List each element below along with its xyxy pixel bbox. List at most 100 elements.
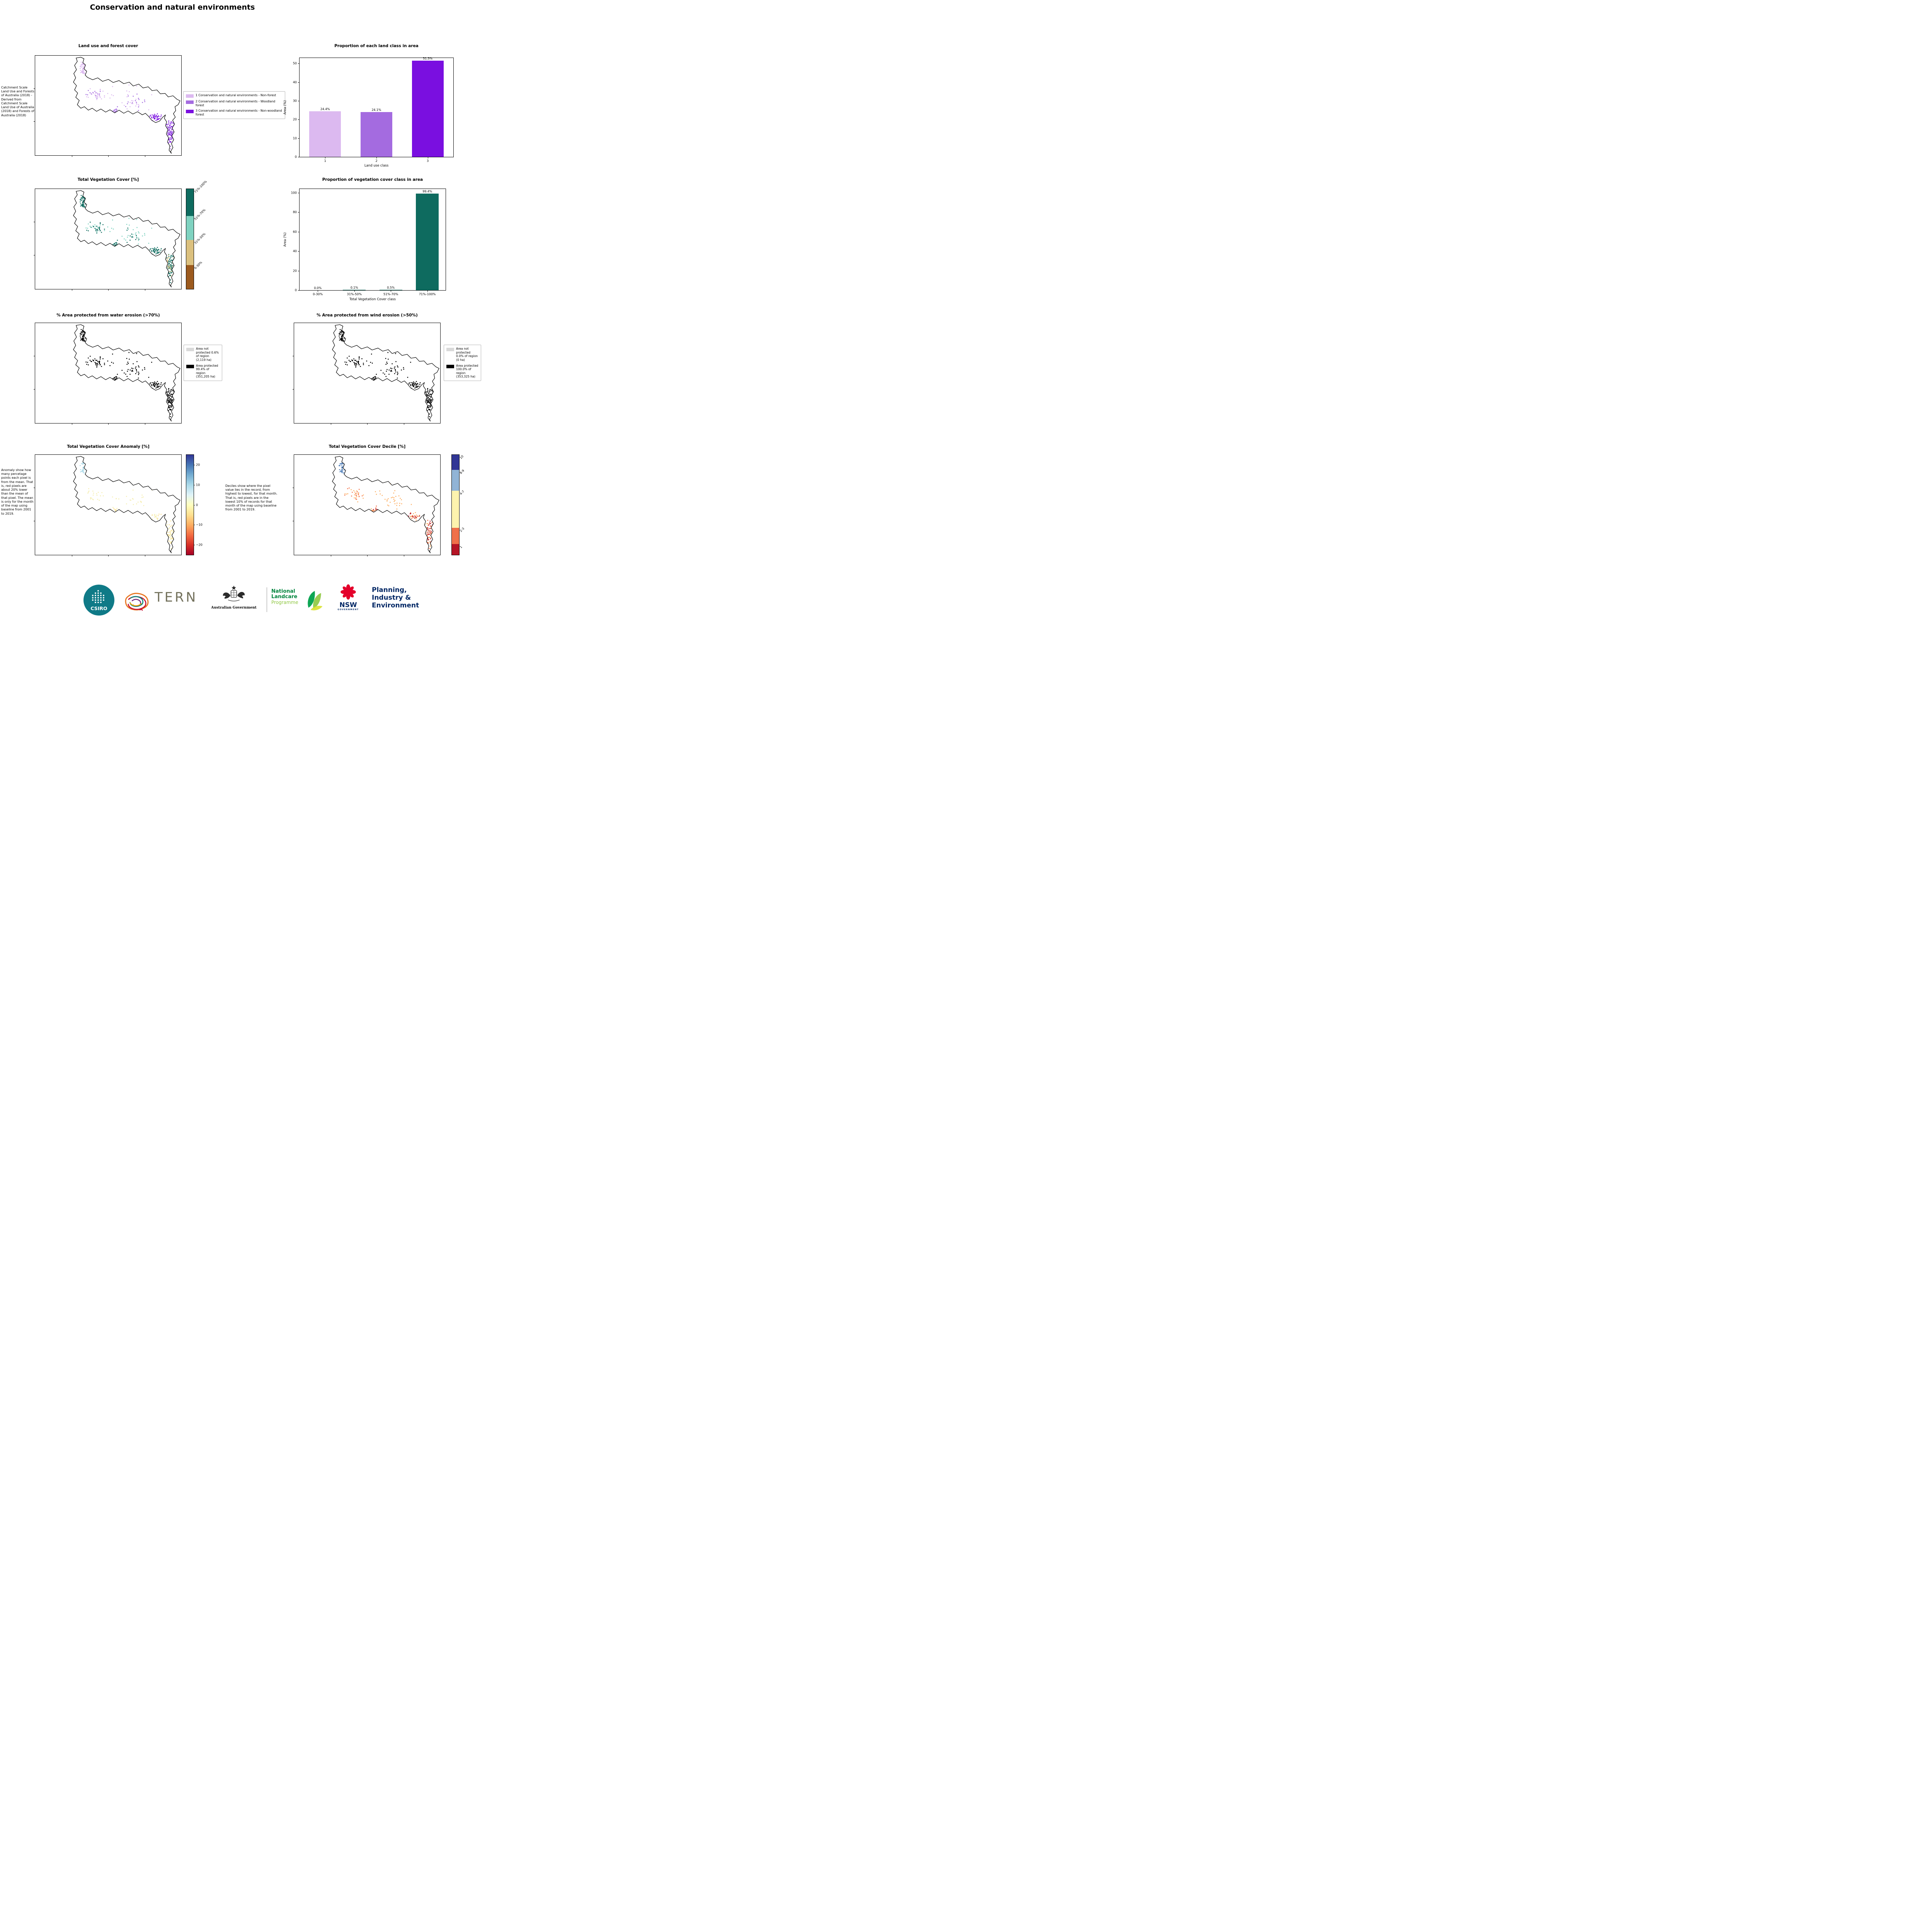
map-axis-tick (367, 423, 368, 425)
map-axis-tick (367, 555, 368, 556)
veg-class-xlabel: Total Vegetation Cover class (349, 298, 396, 301)
land-use-map-title: Land use and forest cover (78, 44, 138, 48)
bar-value-label: 24.4% (320, 107, 330, 111)
bar (309, 111, 341, 157)
land-use-map-svg (73, 57, 180, 154)
colorbar-label: 71%-100% (193, 180, 208, 194)
land-class-xlabel: Land use class (364, 164, 389, 168)
y-tick-label: 0 (294, 288, 297, 292)
legend-swatch (446, 348, 454, 351)
colorbar-segment (452, 491, 459, 528)
colorbar-tick-label: 20 (196, 463, 200, 467)
y-tick-label: 40 (293, 249, 297, 253)
anomaly-map-title: Total Vegetation Cover Anomaly [%] (67, 444, 150, 449)
wind-erosion-map (293, 323, 441, 425)
wind-erosion-legend: Area not protected 0.0% of region (0 ha)… (444, 345, 481, 381)
water-erosion-map (34, 323, 182, 425)
legend-swatch (186, 364, 194, 368)
legend-swatch (186, 110, 194, 114)
anomaly-map-svg (73, 456, 180, 553)
australian-government-label: Australian Government (211, 606, 257, 610)
legend-label: Area protected 99.4% of region (351,205 … (196, 364, 218, 379)
legend-swatch (186, 94, 194, 98)
veg-cover-map-svg (73, 190, 180, 287)
land-use-map (34, 55, 182, 157)
planning-line3: Environment (372, 601, 419, 609)
colorbar-segment (186, 265, 194, 289)
colorbar-segment (452, 469, 459, 491)
legend-entry: Area protected 100.0% of region (353,325… (446, 364, 478, 379)
legend-entry: Area not protected 0.6% of region (2,119… (186, 347, 220, 362)
coat-of-arms-icon (223, 585, 245, 602)
y-tick-label: 10 (293, 136, 297, 140)
landcare-line3: Programme (271, 599, 298, 605)
colorbar-segment (186, 216, 194, 240)
x-tick-label: 0-30% (313, 293, 323, 296)
bar-value-label: 51.5% (423, 57, 433, 61)
legend-entry: Area protected 99.4% of region (351,205 … (186, 364, 220, 379)
colorbar-label: 2-3 (459, 527, 465, 533)
decile-caption: Deciles show where the pixel value lies … (225, 484, 277, 512)
x-tick-mark (376, 157, 377, 158)
colorbar-tick-label: 0 (196, 503, 198, 507)
csiro-logo: CSIRO (83, 585, 114, 616)
water-erosion-title: % Area protected from water erosion (>70… (56, 313, 160, 318)
y-tick-label: 40 (293, 80, 297, 84)
australian-government-logo: Australian Government (211, 584, 257, 610)
decile-map (293, 454, 441, 556)
x-tick-label: 3 (427, 159, 429, 163)
x-tick-mark (354, 290, 355, 292)
planning-line2: Industry & (372, 594, 411, 602)
legend-label: Area not protected 0.0% of region (0 ha) (456, 347, 478, 362)
legend-swatch (446, 364, 454, 368)
tern-australia-scribble (125, 593, 149, 611)
colorbar-segment (186, 189, 194, 216)
colorbar-segment (452, 455, 459, 470)
landcare-leaves-icon (308, 591, 323, 611)
legend-entry: 3 Conservation and natural environments … (186, 109, 283, 116)
veg-class-ylabel: Area (%) (283, 232, 287, 247)
decile-colorbar: 10 8-9 4-7 2-3 1 (451, 454, 465, 555)
colorbar-tick-label: 10 (196, 483, 200, 487)
water-erosion-legend: Area not protected 0.6% of region (2,119… (184, 345, 222, 381)
planning-industry-environment-logo-text: Planning, Industry & Environment (372, 586, 419, 610)
report-page: Conservation and natural environments La… (0, 0, 482, 617)
nsw-label: NSW (339, 601, 357, 609)
csiro-label-text: CSIRO (90, 605, 107, 611)
y-tick-mark (298, 290, 300, 291)
land-use-caption: Catchment Scale Land Use and Forests of … (1, 86, 34, 117)
bar (360, 112, 393, 157)
y-tick-mark (298, 251, 300, 252)
y-tick-label: 20 (293, 117, 297, 121)
legend-swatch (186, 348, 194, 351)
veg-cover-map-title: Total Vegetation Cover [%] (77, 177, 139, 182)
colorbar-label: 10 (459, 454, 465, 460)
land-class-ylabel: Area (%) (283, 100, 287, 115)
x-tick-mark (427, 290, 428, 292)
bar-value-label: 0.0% (314, 286, 322, 290)
x-tick-label: 31%-50% (347, 293, 362, 296)
nsw-government-logo: NSW GOVERNMENT (335, 583, 361, 611)
legend-label: Area not protected 0.6% of region (2,119… (196, 347, 219, 362)
water-erosion-map-svg (73, 324, 180, 422)
nsw-government-label: GOVERNMENT (337, 609, 359, 611)
veg-cover-map (34, 189, 182, 291)
y-tick-mark (298, 63, 300, 64)
x-tick-label: 1 (324, 159, 326, 163)
planning-line1: Planning, (372, 586, 407, 594)
y-tick-mark (298, 138, 300, 139)
landcare-line2: Landcare (271, 594, 298, 600)
map-axis-tick (108, 423, 109, 425)
bar (416, 193, 439, 290)
y-tick-mark (298, 119, 300, 120)
y-tick-label: 30 (293, 99, 297, 103)
x-tick-label: 51%-70% (383, 293, 398, 296)
legend-swatch (186, 100, 194, 104)
bar-value-label: 24.1% (371, 108, 381, 112)
colorbar-label: 4-7 (459, 490, 465, 496)
colorbar-tick-label: −20 (196, 543, 203, 547)
x-tick-label: 2 (375, 159, 378, 163)
colorbar-tick-label: −10 (196, 523, 203, 527)
csiro-dots (92, 590, 104, 603)
bar-value-label: 0.5% (387, 286, 395, 289)
